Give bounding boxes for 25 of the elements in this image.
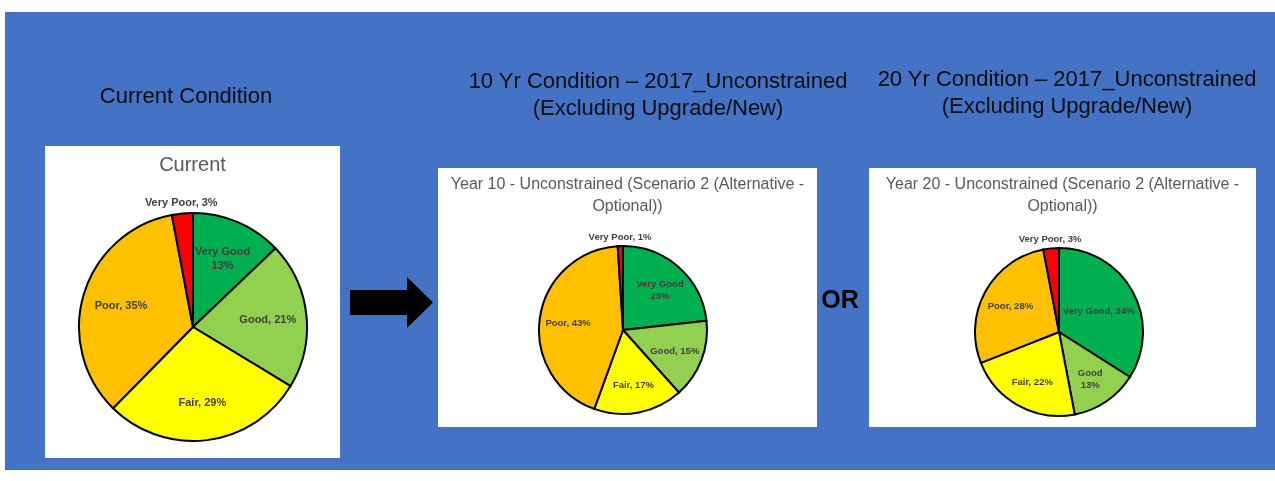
- slice-label: Very Good: [636, 277, 684, 289]
- data-label: 23%: [650, 289, 671, 301]
- slice-label: Very Good, 34%: [1062, 304, 1136, 316]
- slice-label: Fair, 17%: [612, 378, 655, 390]
- data-label: 13%: [211, 258, 234, 271]
- chart-subtitle: Year 10 - Unconstrained (Scenario 2 (Alternative - Optional)): [450, 175, 805, 215]
- slice-label: Poor, 28%: [987, 299, 1034, 311]
- slice-label: Good: [1077, 366, 1103, 378]
- slice-label: Very Poor, 3%: [1018, 232, 1083, 244]
- chart-subtitle: Current: [159, 153, 226, 175]
- slice-label: Very Poor, 1%: [588, 230, 652, 242]
- slice-label: Fair, 29%: [178, 395, 227, 408]
- slice-label: Good, 21%: [239, 312, 297, 325]
- chart-title: 10 Yr Condition – 2017_Unconstrained (Excluding Upgrade/New): [468, 68, 848, 120]
- data-label: 13%: [1080, 378, 1101, 390]
- chart-title: 20 Yr Condition – 2017_Unconstrained (Excluding Upgrade/New): [877, 66, 1257, 118]
- slice-label: Good, 15%: [650, 344, 700, 356]
- slice-label: Poor, 43%: [545, 316, 592, 328]
- slice-label: Fair, 22%: [1011, 375, 1054, 387]
- text: OR: [821, 285, 859, 313]
- slice-label: Very Poor, 3%: [144, 195, 218, 208]
- chart-subtitle: Year 20 - Unconstrained (Scenario 2 (Alternative - Optional)): [885, 175, 1240, 215]
- chart-title: Current Condition: [99, 83, 273, 108]
- slice-label: Poor, 35%: [94, 299, 148, 312]
- slice-label: Very Good: [195, 244, 251, 257]
